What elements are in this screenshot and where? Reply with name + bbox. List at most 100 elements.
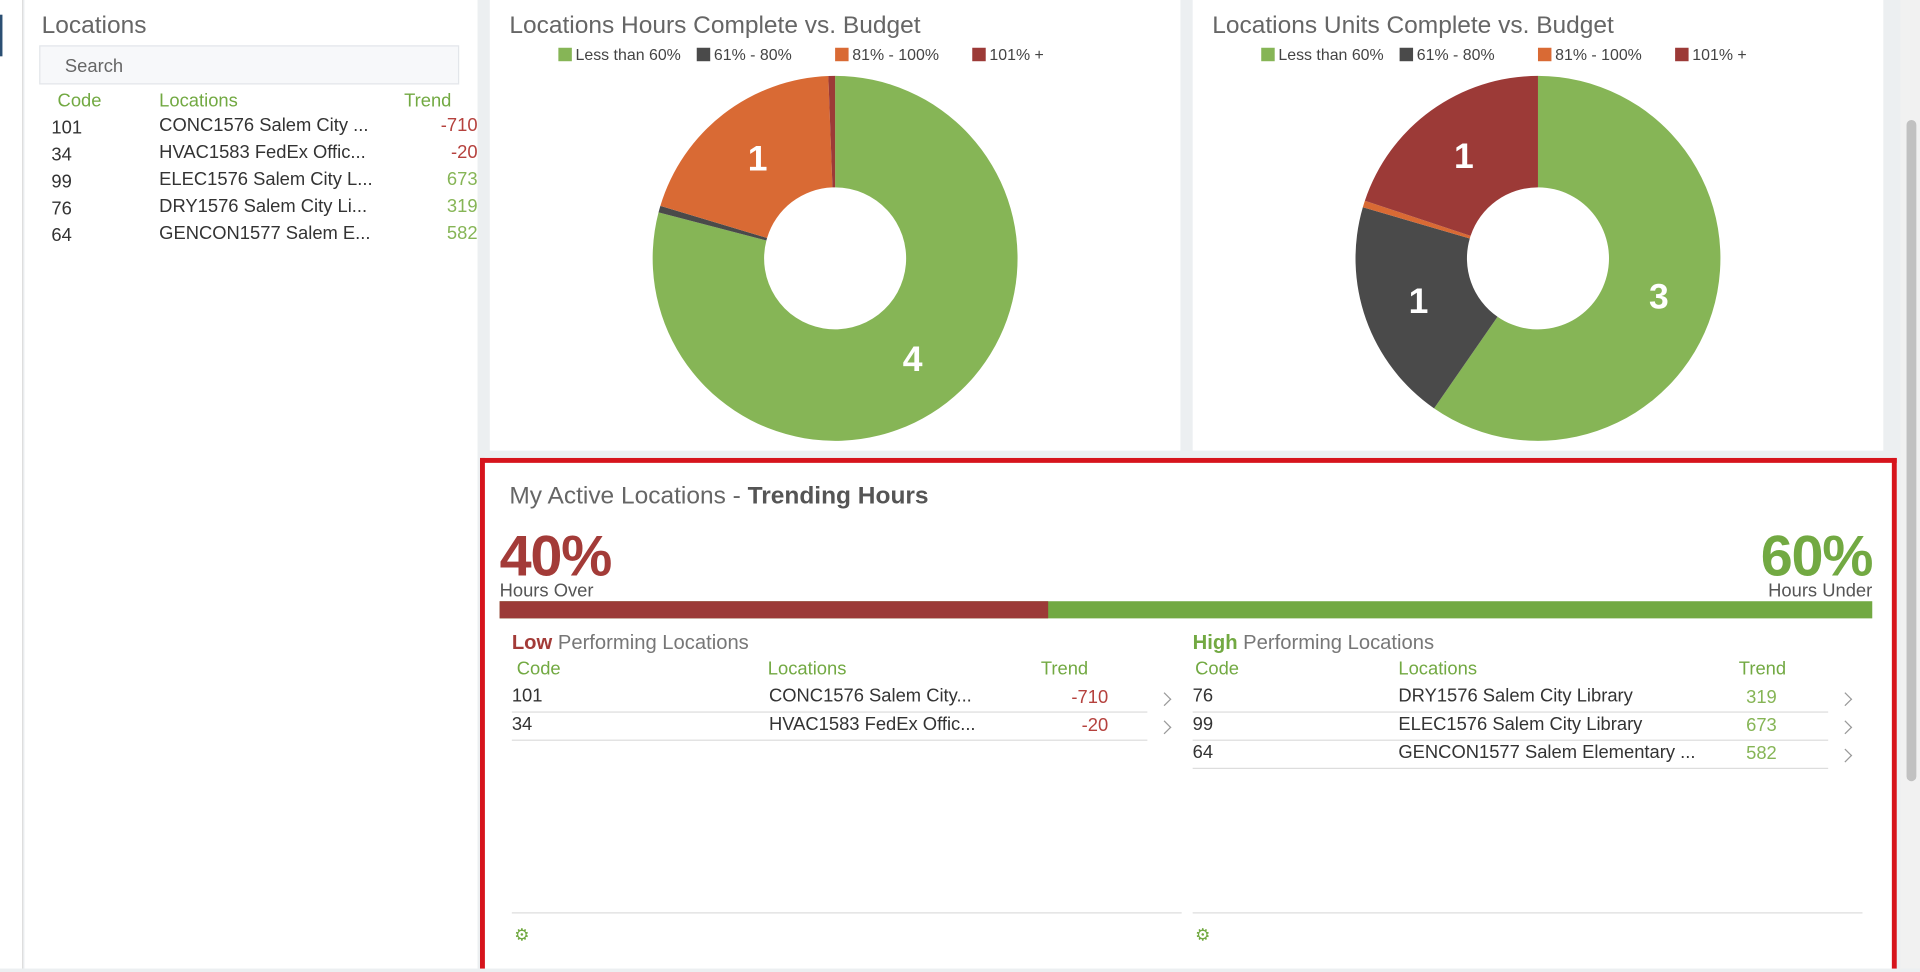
list-item[interactable]: 64 GENCON1577 Salem E... 582 [24,222,478,252]
donut-slice-label: 1 [1409,281,1429,321]
hours-over-percent: 40% [499,522,613,588]
row-location: HVAC1583 FedEx Offic... [768,713,976,735]
row-divider [511,711,1148,713]
table-row[interactable]: 34 HVAC1583 FedEx Offic... -20 [511,713,1182,742]
list-item[interactable]: 76 DRY1576 Salem City Li... 319 [24,195,478,225]
legend-label: 81% - 100% [1555,45,1642,64]
list-item[interactable]: 34 HVAC1583 FedEx Offic... -20 [24,142,478,171]
low-header-code[interactable]: Code [516,658,561,680]
legend-item[interactable]: 81% - 100% [1537,45,1642,64]
trending-title: My Active Locations - Trending Hours [509,482,928,510]
row-code: 64 [1192,742,1214,763]
legend-swatch [972,47,986,62]
donut-slice[interactable] [658,205,768,241]
trending-hours-panel: My Active Locations - Trending Hours 40%… [480,457,1897,969]
row-trend: 673 [1746,715,1777,736]
location-code: 34 [51,144,72,166]
row-location: CONC1576 Salem City... [768,685,972,707]
scrollbar-thumb[interactable] [1906,120,1917,782]
trending-title-prefix: My Active Locations - [509,482,748,510]
high-header-locations[interactable]: Locations [1398,658,1478,680]
list-item[interactable]: 101 CONC1576 Salem City ... -710 [24,115,478,145]
table-row[interactable]: 99 ELEC1576 Salem City Library 673 [1192,713,1863,742]
legend-item[interactable]: 61% - 80% [1399,45,1495,64]
high-title-bold: High [1192,631,1238,654]
chevron-right-icon[interactable] [1157,692,1172,707]
high-header-code[interactable]: Code [1195,658,1240,680]
row-code: 34 [511,713,533,735]
low-header-locations[interactable]: Locations [767,658,847,680]
hours-over-label: Hours Over [499,580,594,602]
legend-item[interactable]: Less than 60% [1261,45,1384,64]
locations-panel: Locations Search Code Locations Trend 10… [24,0,478,969]
legend-swatch [696,47,711,62]
list-item[interactable]: 99 ELEC1576 Salem City L... 673 [24,168,477,198]
donut-slice[interactable] [1355,207,1498,409]
chevron-right-icon[interactable] [1838,692,1853,707]
row-location: GENCON1577 Salem Elementary ... [1398,742,1696,763]
location-trend: 319 [446,195,478,217]
donut-slice-label: 3 [1649,276,1669,316]
table-row[interactable]: 76 DRY1576 Salem City Library 319 [1192,685,1863,714]
row-location: DRY1576 Salem City Library [1398,685,1633,707]
search-input[interactable]: Search [39,45,460,85]
legend-item[interactable]: 101% + [972,45,1044,64]
legend-item[interactable]: Less than 60% [558,45,681,64]
legend-swatch [1537,47,1552,62]
low-title-bold: Low [511,631,553,654]
legend-label: 101% + [1692,45,1747,64]
row-trend: 582 [1746,743,1777,765]
left-edge-marker [0,14,3,57]
row-divider [1192,739,1829,741]
high-footer-divider [1192,912,1863,914]
column-header-locations[interactable]: Locations [159,90,238,112]
location-code: 99 [51,171,72,193]
row-trend: 319 [1746,686,1777,708]
row-divider [1192,711,1829,713]
high-settings-gear-icon[interactable]: ⚙ [1195,924,1211,945]
legend-label: 61% - 80% [713,45,792,64]
donut-slice-label: 4 [903,339,923,379]
low-header-trend[interactable]: Trend [1040,658,1089,680]
legend-swatch [1675,47,1689,62]
location-name: ELEC1576 Salem City L... [159,168,373,190]
legend-label: Less than 60% [1278,45,1384,64]
chevron-right-icon[interactable] [1838,748,1853,763]
legend-swatch [558,47,572,62]
legend-item[interactable]: 61% - 80% [696,45,792,64]
chevron-right-icon[interactable] [1157,720,1172,735]
column-header-trend[interactable]: Trend [404,90,452,112]
donut-slice[interactable] [1434,75,1721,441]
location-code: 76 [51,198,72,220]
donut-slice[interactable] [652,75,1018,441]
location-trend: -20 [450,142,478,163]
legend-swatch [835,47,849,62]
hours-chart-panel: Locations Hours Complete vs. Budget Less… [489,0,1181,451]
location-trend: 582 [446,222,478,244]
table-row[interactable]: 64 GENCON1577 Salem Elementary ... 582 [1192,742,1863,770]
low-settings-gear-icon[interactable]: ⚙ [514,924,530,945]
legend-item[interactable]: 81% - 100% [835,45,939,64]
table-row[interactable]: 101 CONC1576 Salem City... -710 [511,685,1182,714]
donut-slice-label: 1 [1454,136,1474,176]
donut-slice[interactable] [828,75,836,188]
location-name: DRY1576 Salem City Li... [159,195,368,217]
row-divider [1192,767,1829,769]
donut-slice-label: 1 [748,138,768,178]
donut-slice[interactable] [1364,75,1538,236]
high-title-rest: Performing Locations [1237,631,1435,654]
low-title-rest: Performing Locations [552,631,749,654]
column-header-code[interactable]: Code [57,90,102,112]
row-code: 99 [1192,713,1214,735]
legend-item[interactable]: 101% + [1675,45,1747,64]
units-donut-chart: 3 1 1 [1355,75,1721,441]
trending-title-bold: Trending Hours [747,482,929,510]
high-header-trend[interactable]: Trend [1738,658,1787,680]
chevron-right-icon[interactable] [1838,720,1853,735]
location-trend: -710 [440,115,478,136]
units-chart-title: Locations Units Complete vs. Budget [1212,12,1614,40]
donut-slice[interactable] [660,76,833,238]
donut-slice[interactable] [1362,200,1471,239]
search-placeholder: Search [64,56,124,78]
